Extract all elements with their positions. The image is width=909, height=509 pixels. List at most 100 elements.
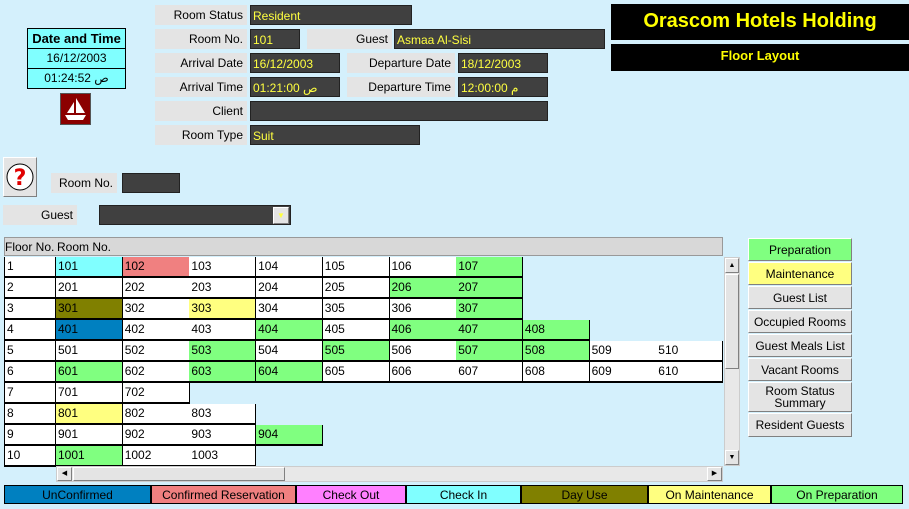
room-cell[interactable]: 301 bbox=[56, 299, 123, 320]
room-cell[interactable]: 802 bbox=[122, 404, 190, 425]
side-button-guest-list[interactable]: Guest List bbox=[748, 286, 852, 309]
svg-text:?: ? bbox=[14, 166, 27, 191]
room-cell[interactable]: 1001 bbox=[56, 446, 123, 467]
room-cell[interactable]: 204 bbox=[256, 278, 324, 299]
room-cell[interactable]: 902 bbox=[122, 425, 190, 446]
room-cell[interactable]: 106 bbox=[389, 257, 457, 278]
room-cell[interactable]: 203 bbox=[189, 278, 257, 299]
room-cell[interactable]: 307 bbox=[456, 299, 524, 320]
room-cell[interactable]: 904 bbox=[256, 425, 324, 446]
arrival-date-label: Arrival Date bbox=[155, 53, 247, 73]
room-cell[interactable]: 403 bbox=[189, 320, 257, 341]
room-cell[interactable]: 504 bbox=[256, 341, 324, 362]
room-cell[interactable]: 407 bbox=[456, 320, 524, 341]
room-cell[interactable]: 405 bbox=[322, 320, 390, 341]
floor-no-header: Floor No. bbox=[5, 240, 55, 254]
room-cell[interactable]: 610 bbox=[656, 362, 724, 383]
room-cell[interactable]: 408 bbox=[522, 320, 590, 341]
room-status-label: Room Status bbox=[155, 5, 247, 25]
search-guest-select[interactable]: ▼ bbox=[99, 205, 291, 225]
floor-number: 2 bbox=[4, 278, 56, 299]
room-cell[interactable]: 602 bbox=[122, 362, 190, 383]
room-cell[interactable]: 205 bbox=[322, 278, 390, 299]
room-cell[interactable]: 506 bbox=[389, 341, 457, 362]
guest-field[interactable]: Asmaa Al-Sisi bbox=[394, 29, 605, 49]
search-room-no-label: Room No. bbox=[51, 173, 117, 193]
horizontal-scroll-thumb[interactable] bbox=[73, 467, 285, 481]
room-cell[interactable]: 406 bbox=[389, 320, 457, 341]
room-cell[interactable]: 1003 bbox=[189, 446, 257, 467]
room-cell[interactable]: 501 bbox=[56, 341, 123, 362]
departure-date-field[interactable]: 18/12/2003 bbox=[458, 53, 548, 73]
scroll-left-icon[interactable]: ◀ bbox=[57, 467, 72, 481]
room-cell[interactable]: 701 bbox=[56, 383, 123, 404]
side-button-occupied-rooms[interactable]: Occupied Rooms bbox=[748, 310, 852, 333]
scroll-up-icon[interactable]: ▲ bbox=[725, 258, 739, 273]
room-cell[interactable]: 306 bbox=[389, 299, 457, 320]
side-button-guest-meals-list[interactable]: Guest Meals List bbox=[748, 334, 852, 357]
room-cell[interactable]: 609 bbox=[589, 362, 657, 383]
room-cell[interactable]: 507 bbox=[456, 341, 524, 362]
room-cell[interactable]: 104 bbox=[256, 257, 324, 278]
room-cell[interactable]: 107 bbox=[456, 257, 524, 278]
room-cell[interactable]: 1002 bbox=[122, 446, 190, 467]
arrival-time-field[interactable]: 01:21:00 ص bbox=[250, 77, 340, 97]
room-cell[interactable]: 206 bbox=[389, 278, 457, 299]
scroll-down-icon[interactable]: ▼ bbox=[725, 450, 739, 465]
room-cell[interactable]: 801 bbox=[56, 404, 123, 425]
side-button-resident-guests[interactable]: Resident Guests bbox=[748, 413, 852, 437]
room-cell[interactable]: 201 bbox=[56, 278, 123, 299]
room-cell[interactable]: 305 bbox=[322, 299, 390, 320]
client-field[interactable] bbox=[250, 101, 548, 121]
room-cell[interactable]: 608 bbox=[522, 362, 590, 383]
room-cell[interactable]: 304 bbox=[256, 299, 324, 320]
room-cell[interactable]: 102 bbox=[122, 257, 190, 278]
grid-header: Floor No. Room No. bbox=[4, 237, 723, 256]
help-button[interactable]: ? bbox=[3, 157, 37, 197]
room-cell[interactable]: 505 bbox=[322, 341, 390, 362]
room-cell[interactable]: 604 bbox=[256, 362, 324, 383]
side-button-maintenance[interactable]: Maintenance bbox=[748, 262, 852, 285]
chevron-down-icon[interactable]: ▼ bbox=[273, 207, 289, 224]
room-cell[interactable]: 401 bbox=[56, 320, 123, 341]
arrival-date-field[interactable]: 16/12/2003 bbox=[250, 53, 340, 73]
room-cell[interactable]: 302 bbox=[122, 299, 190, 320]
room-cell[interactable]: 502 bbox=[122, 341, 190, 362]
room-type-field[interactable]: Suit bbox=[250, 125, 420, 145]
side-button-preparation[interactable]: Preparation bbox=[748, 238, 852, 261]
vertical-scrollbar[interactable]: ▲ ▼ bbox=[724, 257, 740, 466]
room-cell[interactable]: 903 bbox=[189, 425, 257, 446]
side-button-vacant-rooms[interactable]: Vacant Rooms bbox=[748, 358, 852, 381]
room-cell[interactable]: 901 bbox=[56, 425, 123, 446]
room-cell[interactable]: 601 bbox=[56, 362, 123, 383]
room-cell[interactable]: 503 bbox=[189, 341, 257, 362]
room-cell[interactable]: 103 bbox=[189, 257, 257, 278]
room-cell[interactable]: 803 bbox=[189, 404, 257, 425]
legend-maint: On Maintenance bbox=[648, 485, 771, 504]
side-button-room-status-summary[interactable]: Room Status Summary bbox=[748, 382, 852, 412]
search-room-no-input[interactable] bbox=[122, 173, 180, 193]
vertical-scroll-thumb[interactable] bbox=[725, 274, 739, 369]
room-cell[interactable]: 402 bbox=[122, 320, 190, 341]
room-cell[interactable]: 404 bbox=[256, 320, 324, 341]
room-no-field[interactable]: 101 bbox=[250, 29, 300, 49]
room-status-field[interactable]: Resident bbox=[250, 5, 412, 25]
room-cell[interactable]: 509 bbox=[589, 341, 657, 362]
room-cell[interactable]: 702 bbox=[122, 383, 190, 404]
room-cell[interactable]: 606 bbox=[389, 362, 457, 383]
room-cell[interactable]: 101 bbox=[56, 257, 123, 278]
room-cell[interactable]: 508 bbox=[522, 341, 590, 362]
room-cell[interactable]: 510 bbox=[656, 341, 724, 362]
room-cell[interactable]: 303 bbox=[189, 299, 257, 320]
room-cell[interactable]: 605 bbox=[322, 362, 390, 383]
scroll-right-icon[interactable]: ▶ bbox=[707, 467, 722, 481]
room-cell[interactable]: 207 bbox=[456, 278, 524, 299]
room-cell[interactable]: 603 bbox=[189, 362, 257, 383]
horizontal-scrollbar[interactable]: ◀ ▶ bbox=[56, 466, 723, 482]
room-cell[interactable]: 202 bbox=[122, 278, 190, 299]
departure-time-field[interactable]: 12:00:00 م bbox=[458, 77, 548, 97]
room-cell[interactable]: 105 bbox=[322, 257, 390, 278]
room-cell[interactable]: 607 bbox=[456, 362, 524, 383]
boat-logo-button[interactable] bbox=[60, 93, 91, 125]
legend-dayuse: Day Use bbox=[521, 485, 648, 504]
